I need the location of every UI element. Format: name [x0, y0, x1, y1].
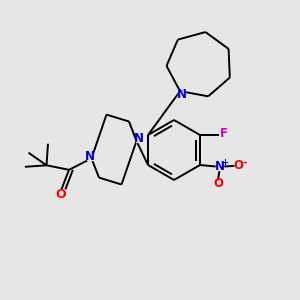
Bar	[216, 163, 223, 170]
Bar	[136, 135, 142, 142]
Bar	[215, 181, 221, 187]
Text: +: +	[221, 158, 228, 167]
Bar	[87, 154, 93, 160]
Bar	[178, 92, 185, 98]
Text: N: N	[85, 150, 95, 164]
Bar	[235, 163, 242, 169]
Text: N: N	[176, 88, 187, 101]
Text: F: F	[220, 127, 228, 140]
Bar	[221, 130, 227, 137]
Text: -: -	[242, 158, 247, 168]
Text: N: N	[134, 132, 144, 145]
Text: N: N	[214, 160, 224, 173]
Text: O: O	[233, 159, 243, 172]
Bar	[58, 191, 64, 198]
Text: O: O	[213, 177, 223, 190]
Text: O: O	[56, 188, 66, 201]
